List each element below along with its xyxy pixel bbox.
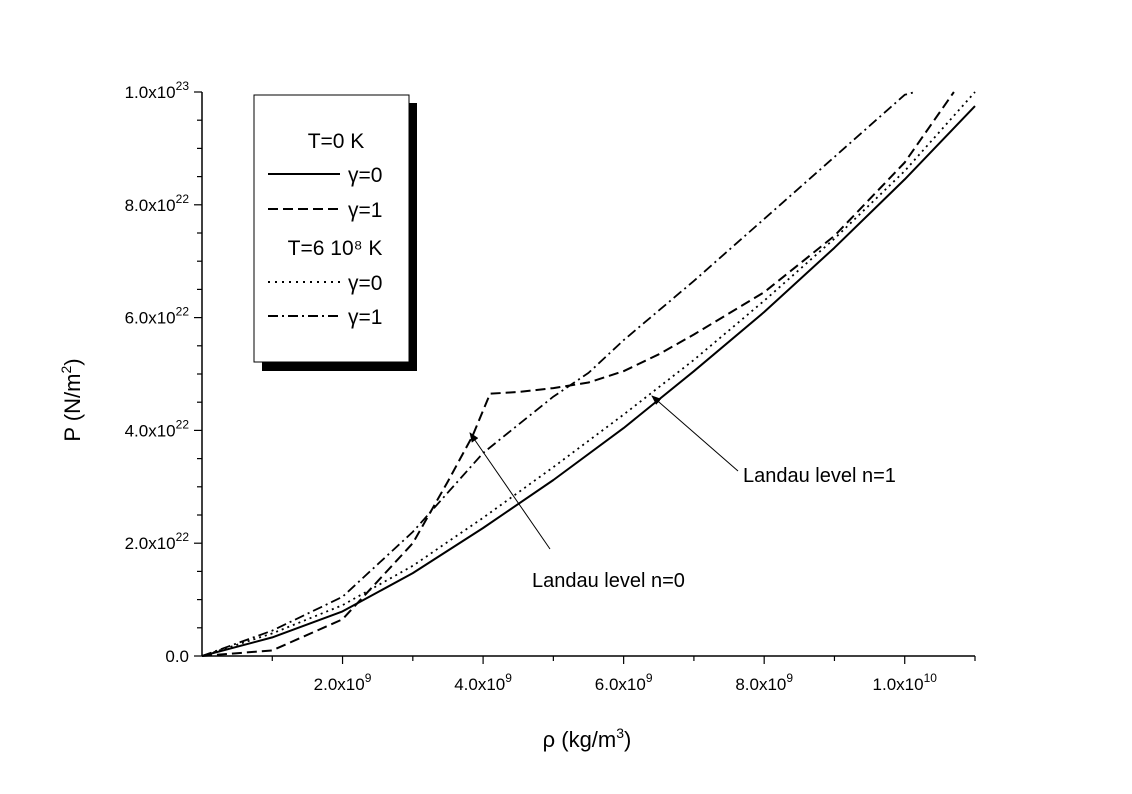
annotation-label-n1: Landau level n=1: [743, 465, 896, 487]
x-tick-label: 2.0x109: [314, 671, 372, 694]
tick-labels: 2.0x109 4.0x109 6.0x109 8.0x109 1.0x1010 0.0 2…: [125, 79, 938, 694]
y-axis-title: P (N/m2): [58, 358, 85, 441]
series-line-dotted: [201, 91, 976, 657]
legend-entry-t6e8-gamma1: γ=1: [348, 306, 382, 329]
x-tick-label: 4.0x109: [454, 671, 512, 694]
y-tick-label: 4.0x1022: [125, 417, 190, 440]
legend-entry-t6e8-gamma0: γ=0: [348, 272, 382, 295]
y-tick-label: 2.0x1022: [125, 530, 190, 553]
x-tick-label: 8.0x109: [735, 671, 793, 694]
legend-header-t6e8: T=6 10⁸ K: [288, 237, 383, 260]
legend-header-t0: T=0 K: [308, 130, 365, 153]
y-tick-label: 0.0: [165, 647, 189, 666]
annotations: Landau level n=1 Landau level n=0: [469, 395, 896, 592]
y-tick-label: 1.0x1023: [125, 79, 190, 102]
legend-entry-t0-gamma0: γ=0: [348, 164, 382, 187]
series-group: [201, 91, 976, 657]
series-line-dash-dot: [201, 91, 916, 657]
x-tick-label: 6.0x109: [595, 671, 653, 694]
legend-box: [253, 94, 410, 363]
series-line-dashed: [201, 91, 955, 657]
series-line-solid: [201, 105, 976, 657]
annotation-label-n0: Landau level n=0: [532, 570, 685, 592]
legend-entry-t0-gamma1: γ=1: [348, 199, 382, 222]
legend: T=0 K γ=0 γ=1 T=6 10⁸ K γ=0 γ=1: [253, 94, 417, 371]
annotation-arrow-n0: [469, 432, 551, 550]
ticks: [194, 91, 976, 664]
annotation-arrow-n1: [651, 395, 739, 472]
y-tick-label: 6.0x1022: [125, 305, 190, 328]
x-tick-label: 1.0x1010: [873, 671, 938, 694]
y-tick-label: 8.0x1022: [125, 192, 190, 215]
x-axis-title: ρ (kg/m3): [543, 725, 632, 752]
